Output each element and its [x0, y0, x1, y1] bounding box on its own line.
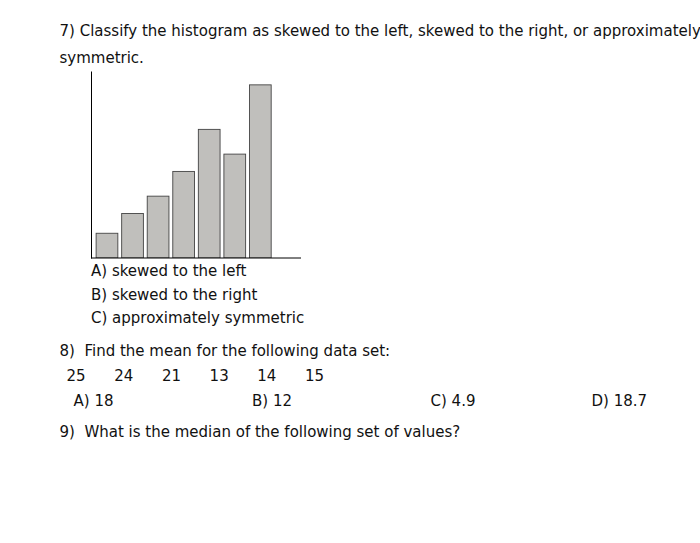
page: 7) Classify the histogram as skewed to t… — [0, 0, 700, 543]
bar — [249, 85, 271, 258]
x-axis-line — [91, 258, 301, 259]
annotation: B) 12 — [252, 392, 292, 410]
title: symmetric. — [60, 49, 144, 67]
bars — [96, 85, 271, 258]
annotation: D) 18.7 — [592, 392, 648, 410]
annotation: C) 4.9 — [431, 392, 476, 410]
y-axis-line — [91, 72, 92, 259]
annotation: A) 18 — [74, 392, 114, 410]
bar — [198, 129, 220, 258]
plot — [91, 72, 301, 259]
bar — [173, 171, 195, 258]
title: 7) Classify the histogram as skewed to t… — [60, 22, 700, 40]
annotation: 8) Find the mean for the following data … — [60, 342, 391, 360]
annotation: 25 24 21 13 14 15 — [67, 367, 325, 385]
annotation: A) skewed to the left — [91, 262, 246, 280]
y-axis — [91, 72, 92, 259]
bar — [147, 196, 169, 258]
x-axis — [91, 258, 301, 259]
bar — [96, 233, 118, 258]
bar — [122, 213, 144, 258]
annotation: 9) What is the median of the following s… — [60, 423, 461, 441]
annotation: C) approximately symmetric — [91, 309, 304, 327]
bar — [224, 154, 246, 258]
annotation: B) skewed to the right — [91, 286, 257, 304]
